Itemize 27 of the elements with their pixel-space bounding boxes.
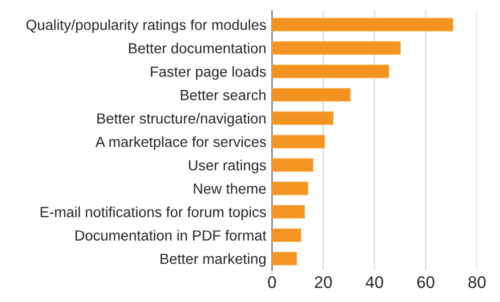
y-tick-label: Faster page loads [150, 66, 266, 80]
x-tick-label: 0 [268, 276, 276, 288]
x-tick-label: 40 [366, 276, 384, 288]
y-tick-label: Better structure/navigation [97, 112, 266, 127]
bar [272, 64, 390, 78]
bar [272, 204, 305, 219]
bar [272, 228, 302, 242]
bar [272, 88, 351, 102]
y-tick-label: A marketplace for services [95, 136, 266, 150]
bar [272, 134, 325, 148]
x-tick-label: 20 [314, 276, 332, 288]
y-tick-label: Better marketing [160, 253, 266, 267]
bar [272, 252, 298, 266]
bar [272, 111, 334, 126]
y-tick-label: User ratings [188, 160, 266, 174]
y-tick-label: New theme [194, 183, 266, 194]
y-tick-label: Quality/popularity ratings for modules [26, 19, 266, 33]
bar [272, 41, 401, 55]
x-tick-label: 80 [468, 276, 486, 288]
y-tick-label: E-mail notifications for forum topics [40, 206, 266, 220]
x-tick-label: 60 [417, 276, 434, 288]
y-tick-label: Better search [180, 90, 266, 100]
bar [272, 18, 454, 32]
bar [272, 182, 308, 196]
bar [272, 158, 314, 172]
y-tick-label: Better documentation [129, 42, 266, 54]
y-tick-label: Documentation in PDF format [76, 230, 266, 241]
